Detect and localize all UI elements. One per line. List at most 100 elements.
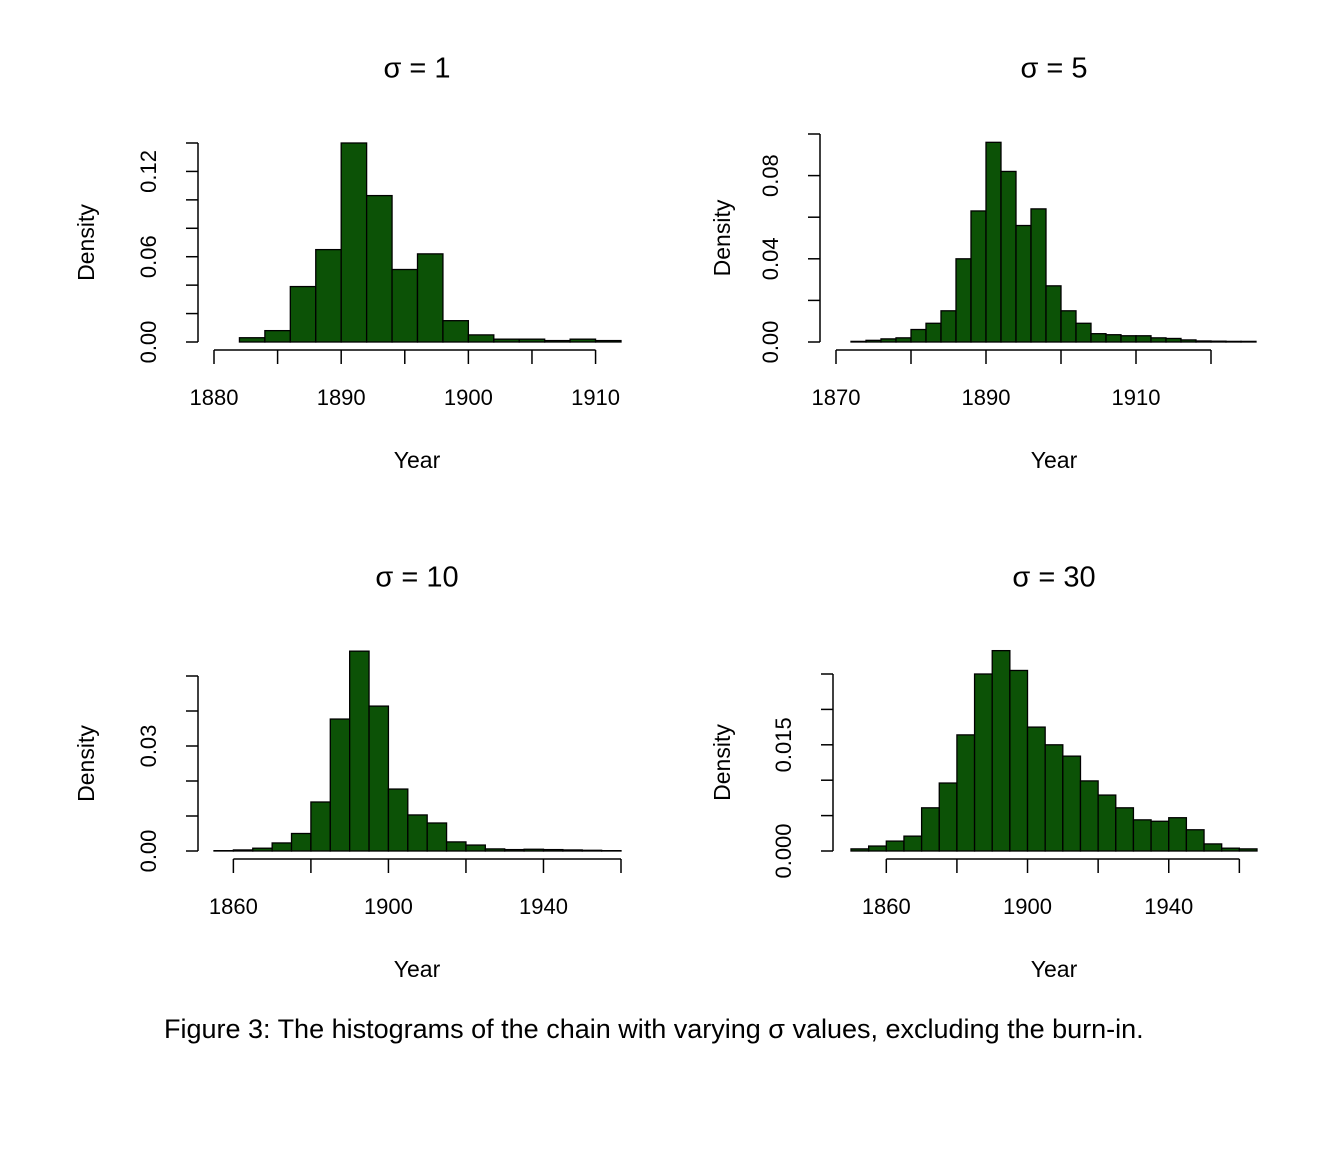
y-tick-label: 0.00: [136, 321, 161, 364]
histogram-bar: [368, 705, 390, 852]
y-tick-label: 0.04: [758, 237, 783, 280]
histogram-bar: [493, 338, 520, 343]
x-axis-label: Year: [394, 956, 441, 982]
histogram-bar: [365, 194, 393, 343]
histogram-bar: [1120, 335, 1137, 343]
histogram-bar: [340, 142, 368, 343]
histogram-bar: [544, 339, 571, 343]
x-axis-label: Year: [1031, 447, 1078, 473]
histogram-bar: [1195, 340, 1212, 343]
histogram-bar: [1044, 744, 1064, 852]
histogram-bar: [594, 339, 622, 343]
histogram-bar: [1203, 843, 1223, 852]
histogram-bar: [880, 338, 897, 343]
histogram-bar: [1009, 669, 1029, 852]
panel-title: σ = 1: [383, 53, 450, 85]
y-tick-label: 0.000: [771, 823, 796, 878]
histogram-bar: [1060, 310, 1077, 343]
histogram-bar: [1150, 337, 1167, 343]
histogram-bar: [1062, 755, 1082, 852]
y-axis-label: Density: [709, 724, 735, 801]
x-tick-label: 1940: [519, 894, 568, 919]
panel-title: σ = 10: [375, 562, 458, 594]
histogram-bar: [504, 848, 525, 852]
histogram-bar: [290, 832, 312, 852]
histogram-bar: [1115, 807, 1135, 852]
histogram-bar: [416, 253, 444, 343]
histogram-bar: [484, 848, 506, 852]
histogram-bar: [1225, 340, 1242, 343]
y-tick-label: 0.00: [758, 321, 783, 364]
x-tick-label: 1890: [962, 385, 1011, 410]
histogram-bar: [903, 835, 923, 852]
histogram-bar: [264, 329, 291, 343]
histogram-bar: [445, 841, 467, 852]
histogram-bar: [271, 842, 293, 852]
histogram-bar: [542, 848, 564, 852]
histogram-bar: [1180, 339, 1197, 343]
y-tick-label: 0.12: [136, 150, 161, 193]
histogram-bar: [970, 210, 987, 343]
histogram-bar: [991, 649, 1011, 852]
histogram-bar: [1132, 819, 1152, 852]
histogram-bar: [955, 258, 972, 343]
x-axis-label: Year: [1031, 956, 1078, 982]
histogram-bar: [232, 849, 254, 852]
histogram-bar: [315, 248, 342, 343]
histogram-bar: [895, 337, 912, 343]
y-tick-label: 0.00: [136, 830, 161, 873]
histogram-bar: [1000, 170, 1017, 343]
x-tick-label: 1940: [1144, 894, 1193, 919]
histogram-bar: [465, 844, 486, 852]
histogram-bar: [850, 848, 870, 852]
histogram-bar: [938, 782, 958, 852]
histogram-bar: [569, 338, 597, 343]
histogram-bar: [1185, 829, 1205, 852]
y-axis-label: Density: [73, 725, 99, 802]
histogram-bar: [885, 840, 905, 852]
histogram-bar: [349, 650, 370, 852]
histogram-bar: [1210, 340, 1227, 343]
histogram-bar: [391, 268, 419, 343]
histogram-bar: [581, 849, 603, 852]
histogram-bar: [387, 788, 409, 852]
x-tick-label: 1890: [317, 385, 366, 410]
y-tick-label: 0.06: [136, 235, 161, 278]
x-axis-label: Year: [394, 447, 441, 473]
histogram-bar: [1030, 208, 1047, 343]
histogram-bar: [1097, 794, 1117, 852]
histogram-bar: [1168, 817, 1188, 852]
histogram-bar: [1026, 726, 1046, 852]
y-axis-label: Density: [709, 199, 735, 276]
histogram-bar: [1079, 780, 1099, 852]
histogram-bar: [940, 310, 957, 343]
x-tick-label: 1880: [190, 385, 239, 410]
histogram-bar: [1090, 333, 1107, 343]
histogram-bar: [1015, 224, 1032, 343]
histogram-bar: [407, 814, 428, 852]
panel-title: σ = 30: [1012, 562, 1095, 594]
histogram-bar: [925, 322, 942, 343]
histogram-bar: [910, 328, 927, 343]
histogram-bar: [523, 848, 545, 852]
histogram-bar: [518, 338, 546, 343]
histogram-bar: [442, 320, 470, 343]
histogram-bar: [868, 845, 887, 852]
histogram-bar: [238, 337, 266, 343]
histogram-bar: [850, 340, 867, 343]
y-tick-label: 0.08: [758, 154, 783, 197]
histogram-bar: [1045, 285, 1062, 343]
x-tick-label: 1870: [812, 385, 861, 410]
histogram-bar: [310, 801, 331, 852]
histogram-bar: [1238, 848, 1258, 852]
histogram-bar: [920, 807, 940, 852]
y-axis-label: Density: [73, 204, 99, 281]
histogram-bar: [1150, 820, 1170, 852]
histogram-bar: [252, 847, 273, 852]
caption: Figure 3: The histograms of the chain wi…: [164, 1014, 1144, 1044]
x-tick-label: 1900: [1003, 894, 1052, 919]
histogram-bar: [1165, 337, 1182, 343]
histogram-bar: [956, 734, 976, 852]
